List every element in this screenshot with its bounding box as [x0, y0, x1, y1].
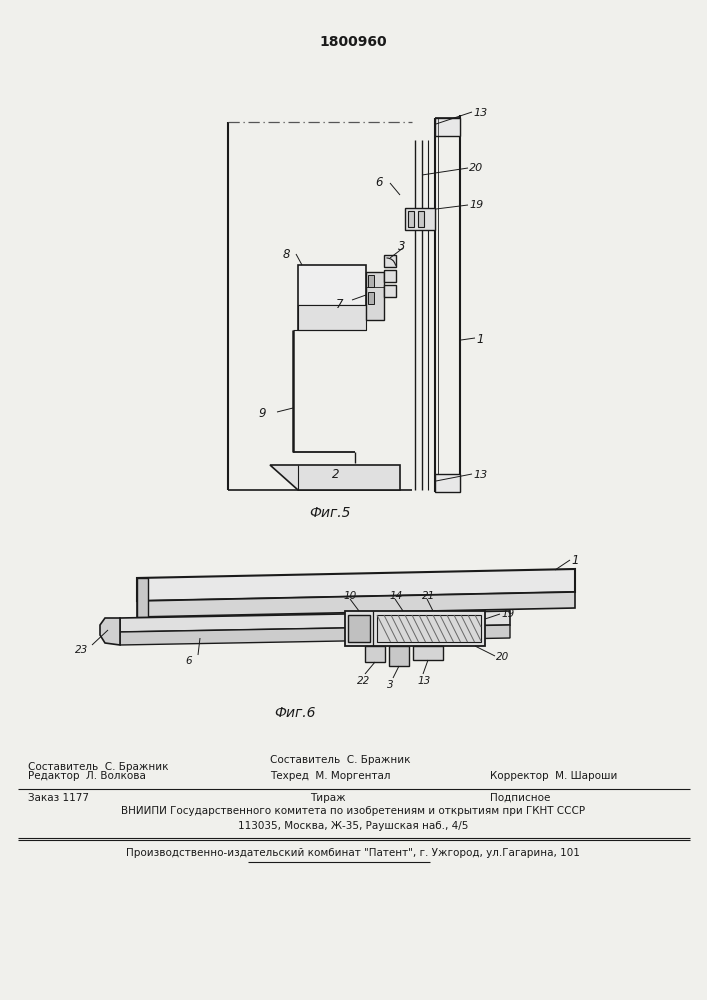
Bar	[368, 292, 374, 304]
Text: Фиг.5: Фиг.5	[309, 506, 351, 520]
Text: 14: 14	[389, 591, 402, 601]
Bar	[298, 305, 366, 330]
Bar	[348, 615, 370, 642]
Text: 22: 22	[357, 676, 370, 686]
Bar	[377, 615, 481, 642]
Text: 8: 8	[283, 248, 291, 261]
Text: 1: 1	[571, 554, 578, 567]
Bar	[368, 275, 374, 287]
Text: 6: 6	[185, 656, 192, 666]
Text: ВНИИПИ Государственного комитета по изобретениям и открытиям при ГКНТ СССР: ВНИИПИ Государственного комитета по изоб…	[121, 806, 585, 816]
Text: 20: 20	[469, 163, 484, 173]
Bar	[408, 211, 414, 227]
Polygon shape	[100, 618, 120, 645]
Text: 21: 21	[422, 591, 436, 601]
Text: 23: 23	[75, 645, 88, 655]
Polygon shape	[137, 569, 575, 601]
Text: 19: 19	[501, 609, 514, 619]
Bar	[384, 270, 396, 282]
Text: 13: 13	[473, 470, 487, 480]
Bar	[366, 272, 384, 320]
Text: 7: 7	[336, 298, 344, 311]
Bar	[405, 208, 435, 230]
Text: Подписное: Подписное	[490, 793, 550, 803]
Text: 6: 6	[375, 176, 382, 189]
Bar	[345, 611, 485, 646]
Bar	[413, 646, 443, 660]
Polygon shape	[137, 592, 575, 617]
Text: Техред  М. Моргентал: Техред М. Моргентал	[270, 771, 390, 781]
Polygon shape	[270, 465, 400, 490]
Text: 1800960: 1800960	[319, 35, 387, 49]
Polygon shape	[137, 578, 148, 617]
Bar	[365, 646, 385, 662]
Bar	[418, 211, 424, 227]
Polygon shape	[120, 611, 510, 632]
Text: 13: 13	[417, 676, 431, 686]
Bar	[298, 265, 366, 330]
Text: 3: 3	[387, 680, 394, 690]
Text: 19: 19	[469, 200, 484, 210]
Text: Корректор  М. Шароши: Корректор М. Шароши	[490, 771, 617, 781]
Bar	[389, 646, 409, 666]
Bar	[435, 118, 460, 136]
Text: 2: 2	[332, 468, 340, 482]
Text: 20: 20	[496, 652, 509, 662]
Text: 1: 1	[476, 333, 484, 346]
Text: Редактор  Л. Волкова: Редактор Л. Волкова	[28, 771, 146, 781]
Text: 113035, Москва, Ж-35, Раушская наб., 4/5: 113035, Москва, Ж-35, Раушская наб., 4/5	[238, 821, 468, 831]
Text: Тираж: Тираж	[310, 793, 346, 803]
Bar	[435, 474, 460, 492]
Bar	[384, 255, 396, 267]
Text: Заказ 1177: Заказ 1177	[28, 793, 89, 803]
Text: 3: 3	[398, 240, 406, 253]
Text: Составитель  С. Бражник: Составитель С. Бражник	[28, 762, 168, 772]
Text: 10: 10	[343, 591, 356, 601]
Text: 9: 9	[258, 407, 266, 420]
Text: Фиг.6: Фиг.6	[274, 706, 316, 720]
Bar	[384, 285, 396, 297]
Text: 13: 13	[473, 108, 487, 118]
Polygon shape	[120, 625, 510, 645]
Text: Производственно-издательский комбинат "Патент", г. Ужгород, ул.Гагарина, 101: Производственно-издательский комбинат "П…	[126, 848, 580, 858]
Text: Составитель  С. Бражник: Составитель С. Бражник	[270, 755, 411, 765]
